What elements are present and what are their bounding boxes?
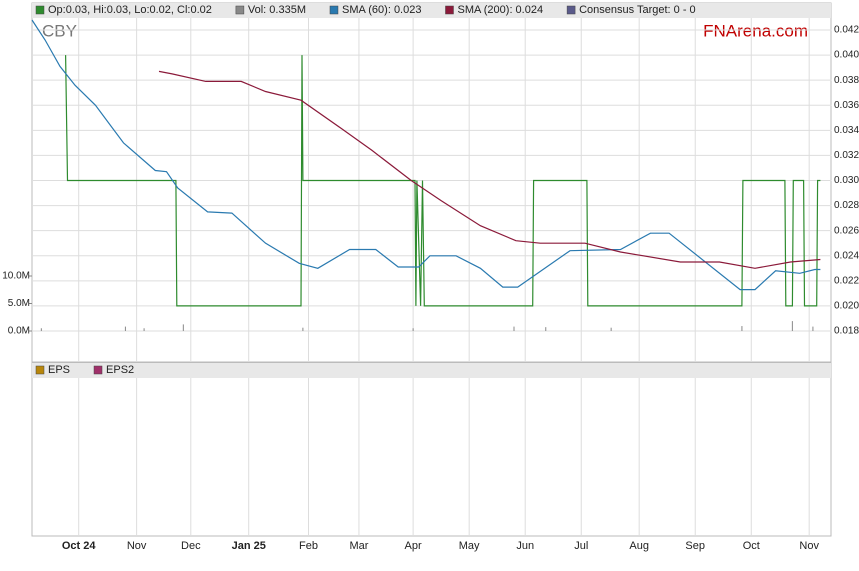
volume-bar: [40, 328, 42, 331]
x-tick-label: May: [459, 540, 480, 552]
y-tick-label: 0.036: [834, 100, 859, 111]
legend-swatch: [566, 5, 576, 15]
x-tick-label: Oct: [743, 540, 760, 552]
x-tick-label: Jun: [516, 540, 534, 552]
legend-swatch: [235, 5, 245, 15]
y-tick-label: 0.028: [834, 200, 859, 211]
x-tick-label: Apr: [405, 540, 422, 552]
y2-tick-label: 10.0M: [2, 271, 30, 282]
volume-bar: [302, 327, 304, 331]
x-tick-label: Oct 24: [62, 540, 97, 552]
legend-label: Vol: 0.335M: [248, 4, 306, 16]
legend-label: EPS: [48, 364, 70, 376]
x-tick-label: Feb: [299, 540, 318, 552]
volume-bar: [513, 326, 515, 331]
y-tick-label: 0.024: [834, 250, 859, 261]
legend-swatch: [329, 5, 339, 15]
y2-tick-label: 5.0M: [8, 298, 30, 309]
x-tick-label: Nov: [127, 540, 147, 552]
y-tick-label: 0.026: [834, 225, 859, 236]
y2-tick-label: 0.0M: [8, 326, 30, 337]
x-tick-label: Mar: [349, 540, 368, 552]
price-panel: [31, 2, 832, 363]
volume-bar: [124, 326, 126, 331]
legend-label: Op:0.03, Hi:0.03, Lo:0.02, Cl:0.02: [48, 4, 212, 16]
legend-label: SMA (60): 0.023: [342, 4, 422, 16]
y-tick-label: 0.030: [834, 175, 859, 186]
series-line: [31, 19, 821, 291]
legend-swatch: [445, 5, 454, 15]
x-tick-label: Dec: [181, 540, 201, 552]
volume-bar: [610, 327, 612, 331]
y-tick-label: 0.034: [834, 125, 859, 136]
legend-label: SMA (200): 0.024: [457, 4, 543, 16]
y-tick-label: 0.032: [834, 150, 859, 161]
volume-bar: [791, 321, 793, 331]
brand: FNArena.com: [703, 21, 808, 40]
ticker: CBY: [42, 21, 77, 40]
series-line: [158, 70, 821, 269]
legend-swatch: [93, 365, 103, 375]
y-tick-label: 0.042: [834, 25, 859, 36]
eps-panel: [31, 362, 832, 537]
volume-bar: [143, 328, 145, 331]
legend-swatch: [35, 5, 45, 15]
y-tick-label: 0.020: [834, 301, 859, 312]
volume-bar: [545, 327, 547, 331]
legend-swatch: [35, 365, 45, 375]
x-tick-label: Nov: [799, 540, 819, 552]
series-line: [65, 55, 821, 307]
volume-bar: [812, 326, 814, 331]
volume-bar: [741, 326, 743, 331]
legend-bar: [32, 363, 831, 378]
y-tick-label: 0.038: [834, 75, 859, 86]
y-tick-label: 0.018: [834, 326, 859, 337]
y-tick-label: 0.040: [834, 50, 859, 61]
x-tick-label: Jul: [574, 540, 588, 552]
volume-bar: [182, 324, 184, 331]
legend-label: Consensus Target: 0 - 0: [579, 4, 696, 16]
x-tick-label: Aug: [629, 540, 649, 552]
y-tick-label: 0.022: [834, 275, 859, 286]
x-tick-label: Jan 25: [232, 540, 266, 552]
legend-bar: [32, 3, 831, 18]
legend-label: EPS2: [106, 364, 134, 376]
volume-bar: [412, 328, 414, 331]
x-tick-label: Sep: [685, 540, 705, 552]
